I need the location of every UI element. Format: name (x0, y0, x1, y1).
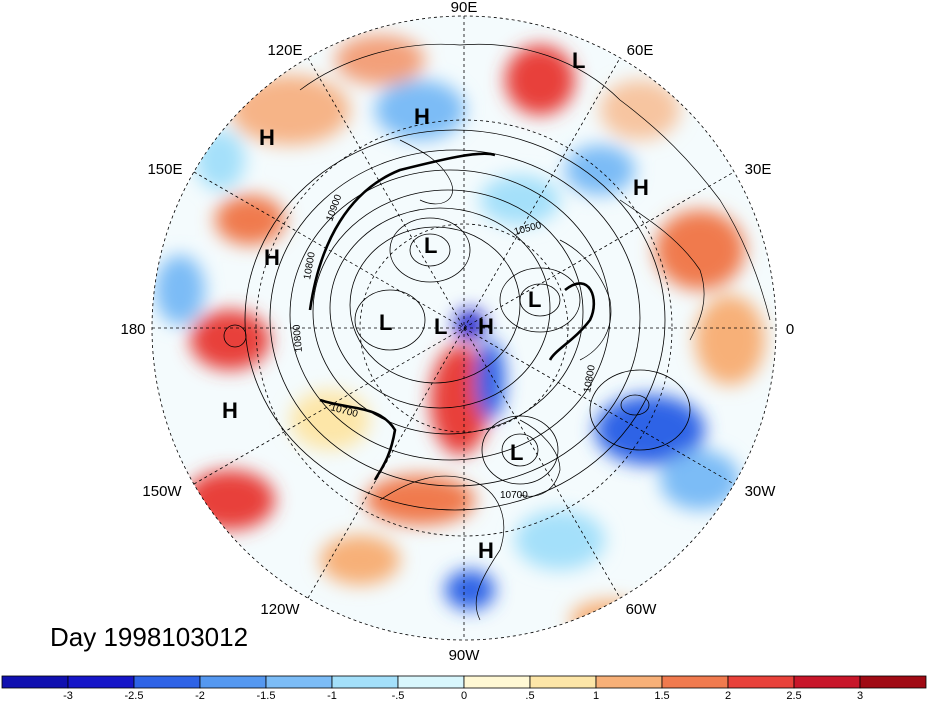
lon-label: 60E (627, 42, 654, 59)
colorbar-tick-label: -1 (327, 690, 337, 702)
colorbar-box (727, 675, 795, 689)
colorbar-tick-label: 2 (725, 690, 731, 702)
colorbar-box (199, 675, 267, 689)
lon-label: 150E (147, 161, 182, 178)
pressure-center-low: L (510, 440, 523, 465)
pressure-center-high: H (633, 175, 649, 200)
lon-label: 60W (626, 601, 658, 618)
colorbar-box (67, 675, 135, 689)
lon-label: 0 (786, 321, 794, 338)
colorbar-tick-label: -2.5 (125, 690, 144, 702)
colorbar (1, 675, 927, 689)
colorbar-box (1, 675, 69, 689)
pressure-center-high: H (478, 538, 494, 563)
lon-label: 30E (745, 161, 772, 178)
lon-label: 30W (745, 483, 777, 500)
height-contours (223, 129, 691, 511)
contour-label: 10800 (302, 251, 318, 281)
lon-label: 90E (451, 0, 478, 16)
colorbar-box (265, 675, 333, 689)
colorbar-box (661, 675, 729, 689)
pressure-center-high: H (222, 398, 238, 423)
lon-label: 90W (449, 647, 481, 664)
pressure-centers: L H H H L H L L L H H L H (222, 48, 649, 563)
colorbar-box (793, 675, 861, 689)
colorbar-box (331, 675, 399, 689)
colorbar-box (595, 675, 663, 689)
colorbar-box (529, 675, 597, 689)
colorbar-box (859, 675, 927, 689)
lon-label: 120E (267, 42, 302, 59)
pressure-center-high: H (259, 125, 275, 150)
colorbar-tick-label: 3 (857, 690, 863, 702)
pressure-center-low: L (572, 48, 585, 73)
graticule (151, 15, 777, 641)
contour-label: 10800 (292, 324, 305, 353)
lon-label: 180 (120, 321, 145, 338)
pressure-center-low: L (528, 287, 541, 312)
contour-label: 10700 (500, 490, 528, 501)
pressure-center-high: H (414, 104, 430, 129)
pressure-center-low: L (424, 233, 437, 258)
colorbar-tick-label: -3 (63, 690, 73, 702)
pressure-center-high: H (264, 245, 280, 270)
colorbar-box (133, 675, 201, 689)
map-title: Day 1998103012 (50, 622, 248, 652)
colorbar-tick-label: 0 (461, 690, 467, 702)
jet-thick-contours (308, 152, 596, 481)
lon-label: 150W (142, 483, 182, 500)
pressure-center-high: H (478, 314, 494, 339)
lon-label: 120W (260, 601, 300, 618)
pressure-center-low: L (379, 310, 392, 335)
colorbar-tick-label: -2 (195, 690, 205, 702)
colorbar-tick-label: 1 (593, 690, 599, 702)
colorbar-tick-label: 1.5 (654, 690, 669, 702)
colorbar-box (397, 675, 465, 689)
colorbar-tick-label: 2.5 (786, 690, 801, 702)
longitude-labels: 90E 60E 120E 30E 150E 180 0 150W 30W 120… (120, 0, 794, 664)
colorbar-tick-label: .5 (525, 690, 534, 702)
colorbar-box (463, 675, 531, 689)
colorbar-ticks: -3 -2.5 -2 -1.5 -1 -.5 0 .5 1 1.5 2 2.5 3 (63, 690, 863, 702)
contour-label: 10800 (582, 364, 598, 394)
colorbar-tick-label: -.5 (392, 690, 405, 702)
colorbar-tick-label: -1.5 (257, 690, 276, 702)
coastlines (299, 43, 771, 621)
pressure-center-low: L (434, 314, 447, 339)
